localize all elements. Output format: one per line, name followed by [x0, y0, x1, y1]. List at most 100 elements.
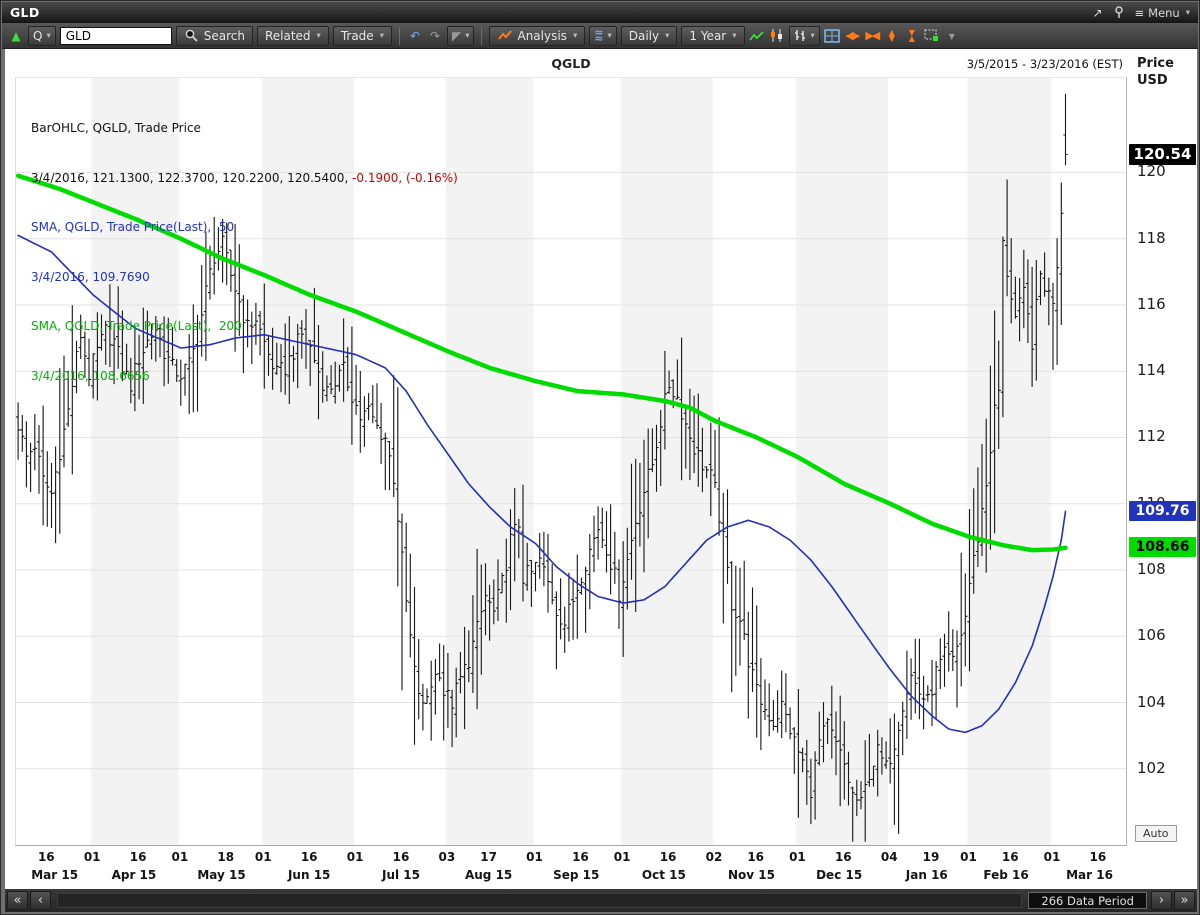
scroll-far-right-button[interactable]: » [1174, 891, 1195, 910]
search-button[interactable]: Search [175, 25, 253, 46]
price-tick-label: 104 [1137, 692, 1166, 711]
price-tick-label: 108 [1137, 560, 1166, 578]
range-label: 1 Year [689, 28, 727, 43]
date-tick-label: 16 [747, 850, 765, 864]
price-tick-label: 106 [1137, 626, 1166, 645]
chevron-down-icon: ▾ [1185, 7, 1190, 18]
chart-type-bar-select[interactable]: ▾ [788, 25, 820, 46]
legend-change-value: -0.1900, (-0.16%) [352, 170, 458, 185]
related-label: Related [264, 28, 311, 43]
more-tools-icon[interactable]: ▾ [948, 28, 955, 43]
date-tick-label: 01 [1043, 850, 1061, 864]
scroll-right-button[interactable]: › [1151, 891, 1172, 910]
scroll-left-button[interactable]: ‹ [30, 891, 51, 910]
chevron-down-icon: ▾ [316, 30, 321, 41]
date-tick-label: 01 [346, 850, 364, 864]
date-tick-label: 16 [129, 850, 147, 864]
price-tick-label: 116 [1137, 294, 1166, 313]
month-tick-label: Feb 16 [983, 868, 1029, 882]
date-tick-label: 16 [659, 850, 677, 864]
chevron-down-icon: ▾ [465, 30, 470, 41]
scroll-track[interactable] [57, 893, 1023, 908]
expand-vertical-icon[interactable]: ▲ ▼ [888, 27, 895, 43]
step-forward-icon[interactable]: ▶ ◀ [865, 29, 880, 42]
month-tick-label: May 15 [197, 868, 246, 882]
date-tick-label: 18 [217, 850, 235, 864]
trade-button[interactable]: Trade ▾ [332, 25, 392, 46]
data-period-box[interactable]: 266 Data Period [1028, 892, 1147, 909]
waves-icon: ≈ ≈ [594, 25, 604, 45]
menu-icon: ≡ [1134, 5, 1145, 20]
date-tick-label: 01 [613, 850, 631, 864]
date-tick-label: 19 [922, 850, 940, 864]
trade-label: Trade [340, 28, 374, 43]
price-flag: 109.76 [1129, 500, 1196, 521]
month-tick-label: Dec 15 [816, 868, 863, 882]
date-tick-label: 01 [960, 850, 977, 864]
price-tick-label: 102 [1137, 758, 1166, 777]
legend-ohlc-values: 3/4/2016, 121.1300, 122.3700, 120.2200, … [31, 170, 458, 185]
date-tick-label: 01 [83, 850, 101, 864]
price-tick-label: 120 [1137, 162, 1166, 181]
scroll-far-left-button[interactable]: « [7, 891, 28, 910]
related-button[interactable]: Related ▾ [256, 25, 329, 46]
chart-type-candle-icon[interactable] [769, 26, 785, 45]
date-tick-label: 01 [526, 850, 543, 864]
title-bar: GLD ↗ ≡ Menu ▾ [2, 2, 1198, 23]
chevron-down-icon: ▾ [46, 30, 51, 41]
price-flag: 120.54 [1129, 143, 1196, 165]
date-tick-label: 16 [300, 850, 318, 864]
date-tick-label: 16 [1001, 850, 1019, 864]
window-title: GLD [10, 5, 40, 20]
interval-select[interactable]: Daily ▾ [620, 25, 678, 46]
layout-grid-icon[interactable] [823, 26, 840, 45]
range-select[interactable]: 1 Year ▾ [681, 25, 745, 46]
legend-series-sma200: SMA, QGLD, Trade Price(Last), 200 [31, 319, 242, 333]
analysis-label: Analysis [517, 28, 567, 43]
step-back-icon[interactable]: ◀ ▶ [845, 29, 860, 42]
pointer-tool-button[interactable]: ◤ ▾ [446, 25, 475, 46]
date-tick-label: 16 [572, 850, 589, 864]
month-tick-label: Oct 15 [641, 868, 686, 882]
search-label: Search [203, 28, 245, 43]
price-tick-label: 114 [1137, 361, 1166, 380]
month-tick-label: Nov 15 [728, 868, 776, 882]
time-axis: 16 01 16 01 18 01 16 01 16 03 17 01 16 01 16 02 16 01 16 04… [15, 847, 1127, 889]
undo-icon[interactable]: ↶ [409, 28, 420, 43]
compress-time-icon[interactable]: ▼ ▲ [908, 27, 915, 43]
month-tick-label: Sep 15 [553, 868, 600, 882]
menu-button[interactable]: ≡ Menu ▾ [1135, 6, 1191, 20]
quote-type-select[interactable]: Q ▾ [28, 25, 56, 46]
pin-icon[interactable] [1114, 5, 1124, 20]
toolbar: ▲ Q ▾ Search Related ▾ Trade ▾ ↶ ↷ ◤ ▾ [2, 23, 1198, 49]
month-tick-label: Jan 16 [905, 868, 948, 882]
plot-area[interactable] [15, 77, 1127, 846]
redo-icon[interactable]: ↷ [429, 28, 440, 43]
wave-overlay-button[interactable]: ≈ ≈ ▾ [589, 25, 617, 46]
month-tick-label: Mar 16 [1066, 868, 1113, 882]
bottom-bar: « ‹ 266 Data Period › » [5, 889, 1197, 912]
price-tick-label: 112 [1137, 427, 1166, 446]
date-tick-label: 01 [254, 850, 272, 864]
up-arrow-icon[interactable]: ▲ [11, 28, 21, 43]
chart-type-line-icon[interactable] [749, 26, 765, 45]
sma50-line [17, 234, 1067, 734]
quote-type-label: Q [33, 28, 43, 43]
date-tick-label: 01 [171, 850, 189, 864]
symbol-input[interactable] [59, 26, 172, 45]
menu-label: Menu [1148, 5, 1180, 20]
popout-icon[interactable]: ↗ [1092, 5, 1103, 20]
analysis-button[interactable]: Analysis ▾ [489, 25, 586, 46]
date-tick-label: 04 [880, 850, 898, 864]
price-tick-label: 118 [1137, 228, 1166, 247]
price-chart [16, 78, 1126, 845]
price-axis: Price USD Auto 1201181161141121101081061… [1127, 49, 1197, 889]
chart-date-range: 3/5/2015 - 3/23/2016 (EST) [966, 57, 1123, 71]
auto-scale-button[interactable]: Auto [1135, 825, 1177, 842]
selection-tool-icon[interactable] [924, 26, 940, 45]
date-tick-label: 03 [438, 850, 456, 864]
chevron-down-icon: ▾ [665, 30, 670, 41]
date-tick-label: 16 [1089, 850, 1107, 864]
chevron-down-icon: ▾ [810, 30, 815, 41]
